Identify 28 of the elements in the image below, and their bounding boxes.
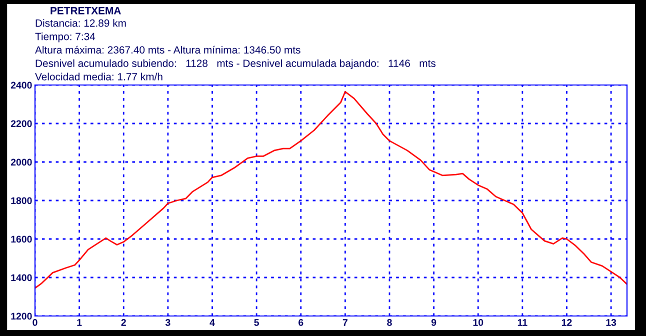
x-tick-label: 4 [210,319,215,326]
x-tick-label: 9 [431,319,436,326]
x-tick-label: 1 [77,319,82,326]
chart-title: PETRETXEMA [50,7,121,14]
x-tick-label: 7 [342,319,348,326]
x-tick-label: 5 [254,319,259,326]
text: Desnivel acumulado subiendo: 1128 mts - Desnivel acumulada bajando: 1146 mts [36,59,436,70]
x-tick-label: 8 [387,319,392,326]
x-tick-label: 13 [606,319,616,326]
x-tick-label: 3 [165,319,170,326]
x-tick-label: 11 [518,319,528,326]
y-tick-label: 1600 [11,236,32,243]
text: Velocidad media: 1.77 km/h [35,72,162,80]
y-tick-label: 2200 [10,120,32,128]
x-tick-label: 6 [298,319,304,326]
text: Distancia: 12.89 km [36,19,126,27]
y-tick-label: 2400 [10,82,32,89]
y-tick-label: 1200 [11,312,32,320]
y-tick-label: 1800 [11,197,32,204]
text: Tiempo: 7:34 [35,32,96,42]
x-tick-label: 10 [473,319,484,326]
x-tick-label: 12 [562,319,572,326]
x-tick-label: 0 [32,319,38,326]
x-tick-label: 2 [121,319,126,326]
text: Altura máxima: 2367.40 mts - Altura mínima: 1346.50 mts [35,46,300,54]
y-tick-label: 2000 [10,158,32,166]
y-tick-label: 1400 [11,274,32,282]
line-series [35,91,627,289]
